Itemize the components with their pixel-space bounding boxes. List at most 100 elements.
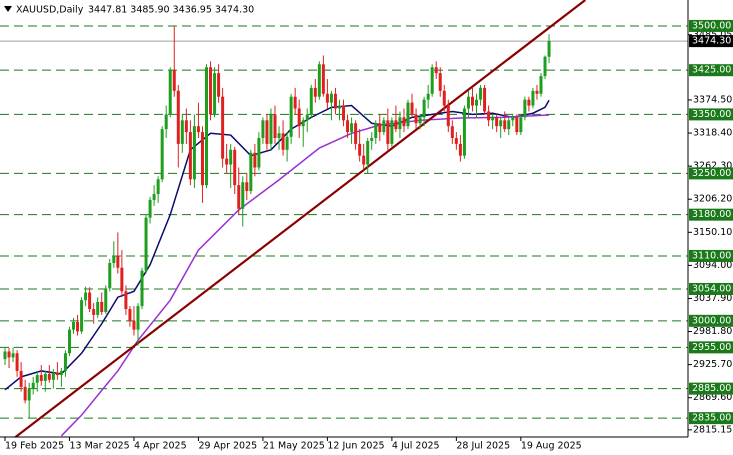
candle-body (329, 93, 333, 103)
candle-body (507, 120, 511, 130)
candle-body (321, 64, 325, 94)
candle-body (523, 99, 527, 118)
candle-body (148, 199, 152, 218)
candle-body (511, 117, 515, 121)
candle-body (27, 388, 31, 401)
candle-body (446, 105, 450, 127)
candle-body (209, 67, 213, 115)
candle-body (470, 96, 474, 106)
candle-body (180, 120, 184, 144)
candle-body (241, 182, 245, 209)
level-label-box (689, 167, 733, 180)
candle-body (213, 73, 217, 115)
y-tick-label: 3037.90 (693, 293, 732, 304)
x-tick-label: 29 Apr 2025 (198, 441, 257, 452)
y-tick-label: 3485.05 (693, 29, 732, 40)
y-tick-label: 2815.15 (693, 424, 732, 435)
candle-body (430, 67, 434, 94)
candle-body (325, 93, 329, 103)
y-tick-label: 2869.60 (693, 392, 732, 403)
candle-body (358, 143, 362, 156)
candle-body (479, 87, 483, 100)
candle-body (342, 105, 346, 121)
candle-body (273, 114, 277, 138)
candle-body (124, 291, 128, 310)
candle-body (374, 123, 378, 138)
candle-body (76, 322, 80, 332)
candle-body (128, 309, 132, 321)
candle-body (15, 353, 19, 371)
candle-body (140, 270, 144, 307)
level-label-box (689, 19, 733, 32)
candle-body (309, 87, 313, 115)
level-label: 3110.00 (692, 250, 731, 261)
candle-body (184, 120, 188, 133)
candle-body (386, 120, 390, 144)
level-label: 2955.00 (692, 342, 731, 353)
y-tick-label: 3094.00 (693, 260, 732, 271)
plot-area (0, 0, 688, 437)
candle-body (108, 263, 112, 289)
candle-body (410, 102, 414, 115)
candle-body (253, 152, 257, 168)
candle-body (434, 67, 438, 74)
candle-body (370, 138, 374, 141)
candle-body (426, 93, 430, 100)
candle-body (257, 138, 261, 168)
candle-body (3, 351, 7, 360)
candle-body (531, 90, 535, 106)
candle-body (297, 108, 301, 127)
candle-body (438, 73, 442, 91)
candle-body (39, 375, 43, 381)
candle-body (458, 143, 462, 156)
level-label: 2885.00 (692, 383, 731, 394)
level-label-box (689, 64, 733, 77)
candle-body (285, 136, 289, 150)
y-tick-label: 3150.10 (693, 227, 732, 238)
candle-body (72, 322, 76, 330)
y-tick-label: 3374.50 (693, 94, 732, 105)
candle-body (495, 117, 499, 127)
level-label-box (689, 382, 733, 395)
candle-body (176, 90, 180, 144)
candle-body (47, 373, 51, 380)
chart-subtitle: 3447.81 3485.90 3436.95 3474.30 (88, 5, 254, 16)
trend-line (13, 0, 586, 437)
candle-body (317, 64, 321, 97)
candle-body (382, 120, 386, 133)
candle-body (152, 194, 156, 200)
candle-body (402, 117, 406, 127)
y-tick-label: 2981.80 (693, 326, 732, 337)
candle-body (337, 105, 341, 109)
candle-body (543, 56, 547, 77)
candle-body (378, 123, 382, 133)
candle-body (156, 179, 160, 195)
candle-body (422, 99, 426, 118)
level-label-box (689, 208, 733, 221)
candle-body (394, 120, 398, 130)
x-tick-label: 28 Jul 2025 (456, 441, 510, 452)
candle-body (390, 120, 394, 144)
moving-average (4, 99, 550, 391)
candle-body (346, 120, 350, 133)
candle-body (483, 87, 487, 112)
x-tick-label: 4 Jul 2025 (392, 441, 440, 452)
level-label: 3500.00 (692, 20, 731, 31)
candle-body (313, 87, 317, 97)
candle-body (200, 132, 204, 186)
candle-body (192, 126, 196, 180)
candle-body (19, 370, 23, 387)
candle-body (59, 370, 63, 376)
candle-body (7, 351, 11, 358)
candle-body (100, 301, 104, 312)
candle-body (84, 292, 88, 301)
y-tick-label: 3206.20 (693, 194, 732, 205)
candle-body (503, 120, 507, 130)
candle-body (466, 96, 470, 109)
candle-body (116, 255, 120, 268)
candle-body (406, 102, 410, 127)
candle-body (293, 96, 297, 109)
candle-body (196, 126, 200, 133)
